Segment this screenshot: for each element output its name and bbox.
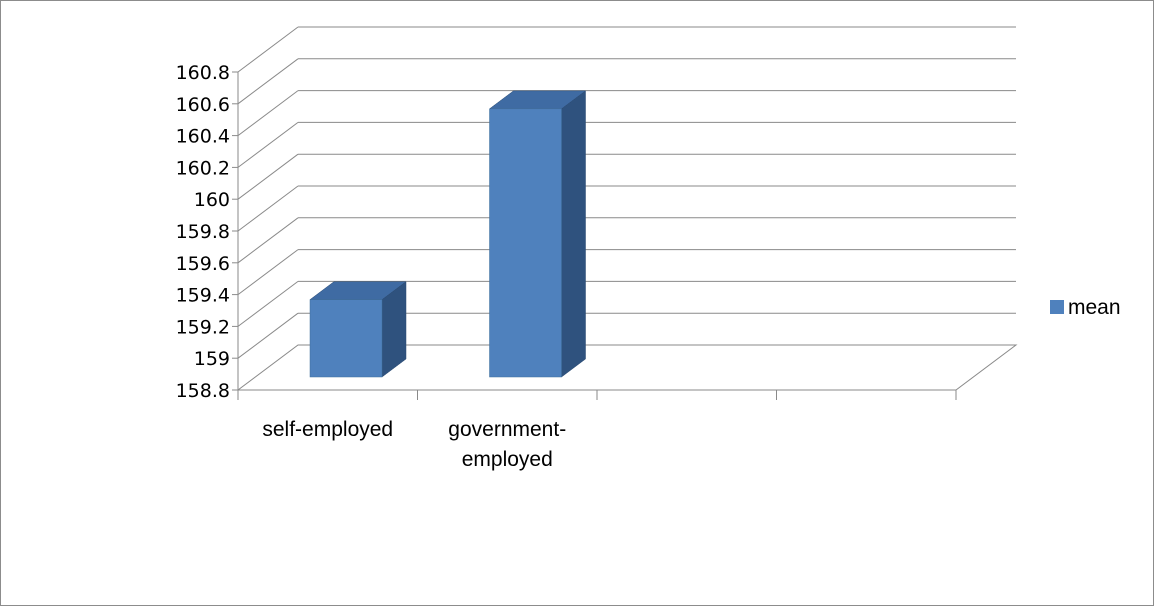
y-tick-label: 159.2	[176, 316, 230, 338]
y-tick-label: 160.2	[176, 157, 230, 179]
x-category-label-line: employed	[462, 448, 553, 471]
y-tick-label: 159.8	[176, 221, 230, 243]
y-tick-label: 159.4	[176, 285, 230, 307]
x-category-label: government-employed	[448, 418, 566, 471]
bar-1	[309, 281, 407, 378]
y-tick-label: 160.6	[176, 94, 230, 116]
gridline-side	[237, 217, 299, 264]
gridline-side	[237, 58, 299, 105]
bar-front-face	[309, 299, 383, 378]
legend-swatch	[1050, 300, 1064, 314]
gridline-side	[237, 26, 299, 73]
bars	[309, 90, 587, 378]
gridline-side	[237, 153, 299, 200]
y-tick-label: 159	[194, 348, 230, 370]
legend: mean	[1050, 296, 1121, 319]
gridline-side	[237, 122, 299, 168]
gridline-side	[237, 312, 299, 359]
bar-side-face	[561, 90, 586, 378]
x-category-label-line: self-employed	[262, 418, 393, 441]
y-tick-label: 160.4	[176, 126, 230, 148]
bar-front-face	[489, 108, 562, 378]
x-category-label: self-employed	[262, 418, 393, 441]
bar-2	[488, 90, 587, 378]
gridline-side	[237, 185, 299, 232]
gridline-side	[237, 280, 299, 327]
x-category-label-line: government-	[448, 418, 566, 441]
y-tick-label: 158.8	[176, 380, 230, 402]
axes	[232, 71, 1018, 400]
gridline-side	[237, 90, 299, 137]
gridline-side	[237, 249, 299, 296]
y-tick-label: 160.8	[176, 62, 230, 84]
legend-label: mean	[1068, 296, 1121, 319]
y-tick-label: 160	[194, 189, 230, 211]
x-axis-category-labels: self-employed government-employed	[262, 418, 566, 471]
y-tick-label: 159.6	[176, 253, 230, 275]
y-axis-tick-labels: 158.8 159 159.2 159.4 159.6 159.8 160 160.2 160.…	[176, 62, 230, 402]
